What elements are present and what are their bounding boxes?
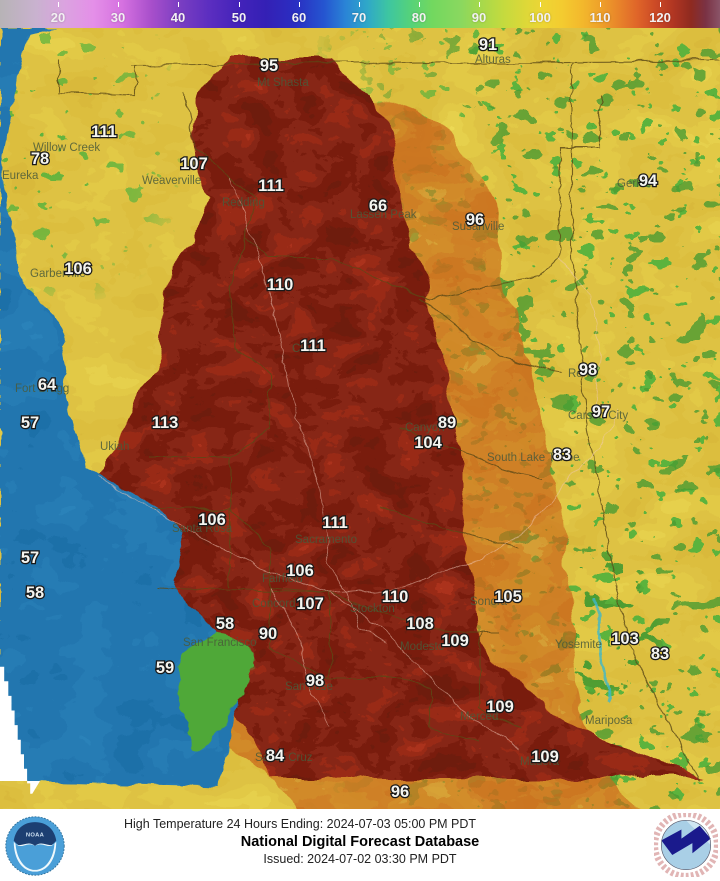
svg-text:Ukiah: Ukiah: [100, 441, 129, 453]
svg-text:78: 78: [31, 150, 49, 168]
svg-text:Yosemite: Yosemite: [555, 639, 602, 651]
svg-text:Mariposa: Mariposa: [585, 715, 633, 727]
svg-text:106: 106: [198, 511, 226, 529]
svg-text:Modesto: Modesto: [400, 641, 444, 653]
svg-text:90: 90: [259, 625, 277, 643]
svg-text:111: 111: [258, 177, 284, 195]
svg-text:98: 98: [306, 672, 324, 690]
svg-text:Concord: Concord: [252, 598, 295, 610]
svg-text:110: 110: [267, 276, 294, 294]
svg-text:95: 95: [260, 57, 278, 75]
svg-text:97: 97: [592, 403, 610, 421]
svg-text:103: 103: [611, 630, 639, 648]
svg-text:107: 107: [180, 155, 208, 173]
svg-text:59: 59: [156, 659, 174, 677]
svg-text:110: 110: [382, 588, 409, 606]
svg-text:106: 106: [64, 260, 92, 278]
svg-text:105: 105: [494, 588, 522, 606]
svg-text:Eureka: Eureka: [2, 170, 39, 182]
svg-text:58: 58: [216, 615, 234, 633]
svg-text:111: 111: [322, 514, 348, 532]
svg-text:83: 83: [553, 446, 571, 464]
svg-text:111: 111: [300, 337, 326, 355]
svg-text:Mt Shasta: Mt Shasta: [257, 77, 309, 89]
svg-text:64: 64: [38, 376, 57, 394]
svg-text:96: 96: [391, 783, 409, 801]
svg-text:66: 66: [369, 197, 387, 215]
svg-text:83: 83: [651, 645, 669, 663]
svg-text:107: 107: [296, 595, 324, 613]
svg-text:109: 109: [441, 632, 469, 650]
svg-text:98: 98: [579, 361, 597, 379]
svg-text:109: 109: [486, 698, 514, 716]
svg-text:Alturas: Alturas: [475, 54, 511, 66]
svg-text:109: 109: [531, 748, 559, 766]
svg-text:58: 58: [26, 584, 44, 602]
svg-text:Redding: Redding: [222, 197, 265, 209]
svg-text:111: 111: [91, 123, 117, 141]
svg-text:91: 91: [479, 36, 497, 54]
svg-text:89: 89: [438, 414, 456, 432]
svg-text:Sacramento: Sacramento: [295, 534, 357, 546]
svg-text:84: 84: [266, 747, 285, 765]
svg-text:Weaverville: Weaverville: [142, 175, 201, 187]
svg-text:106: 106: [286, 562, 314, 580]
svg-text:57: 57: [21, 414, 39, 432]
svg-text:94: 94: [639, 172, 658, 190]
svg-text:108: 108: [406, 615, 434, 633]
svg-text:San Francisco: San Francisco: [183, 637, 257, 649]
svg-text:57: 57: [21, 549, 39, 567]
svg-text:104: 104: [414, 434, 442, 452]
svg-text:96: 96: [466, 211, 484, 229]
svg-text:113: 113: [152, 414, 179, 432]
